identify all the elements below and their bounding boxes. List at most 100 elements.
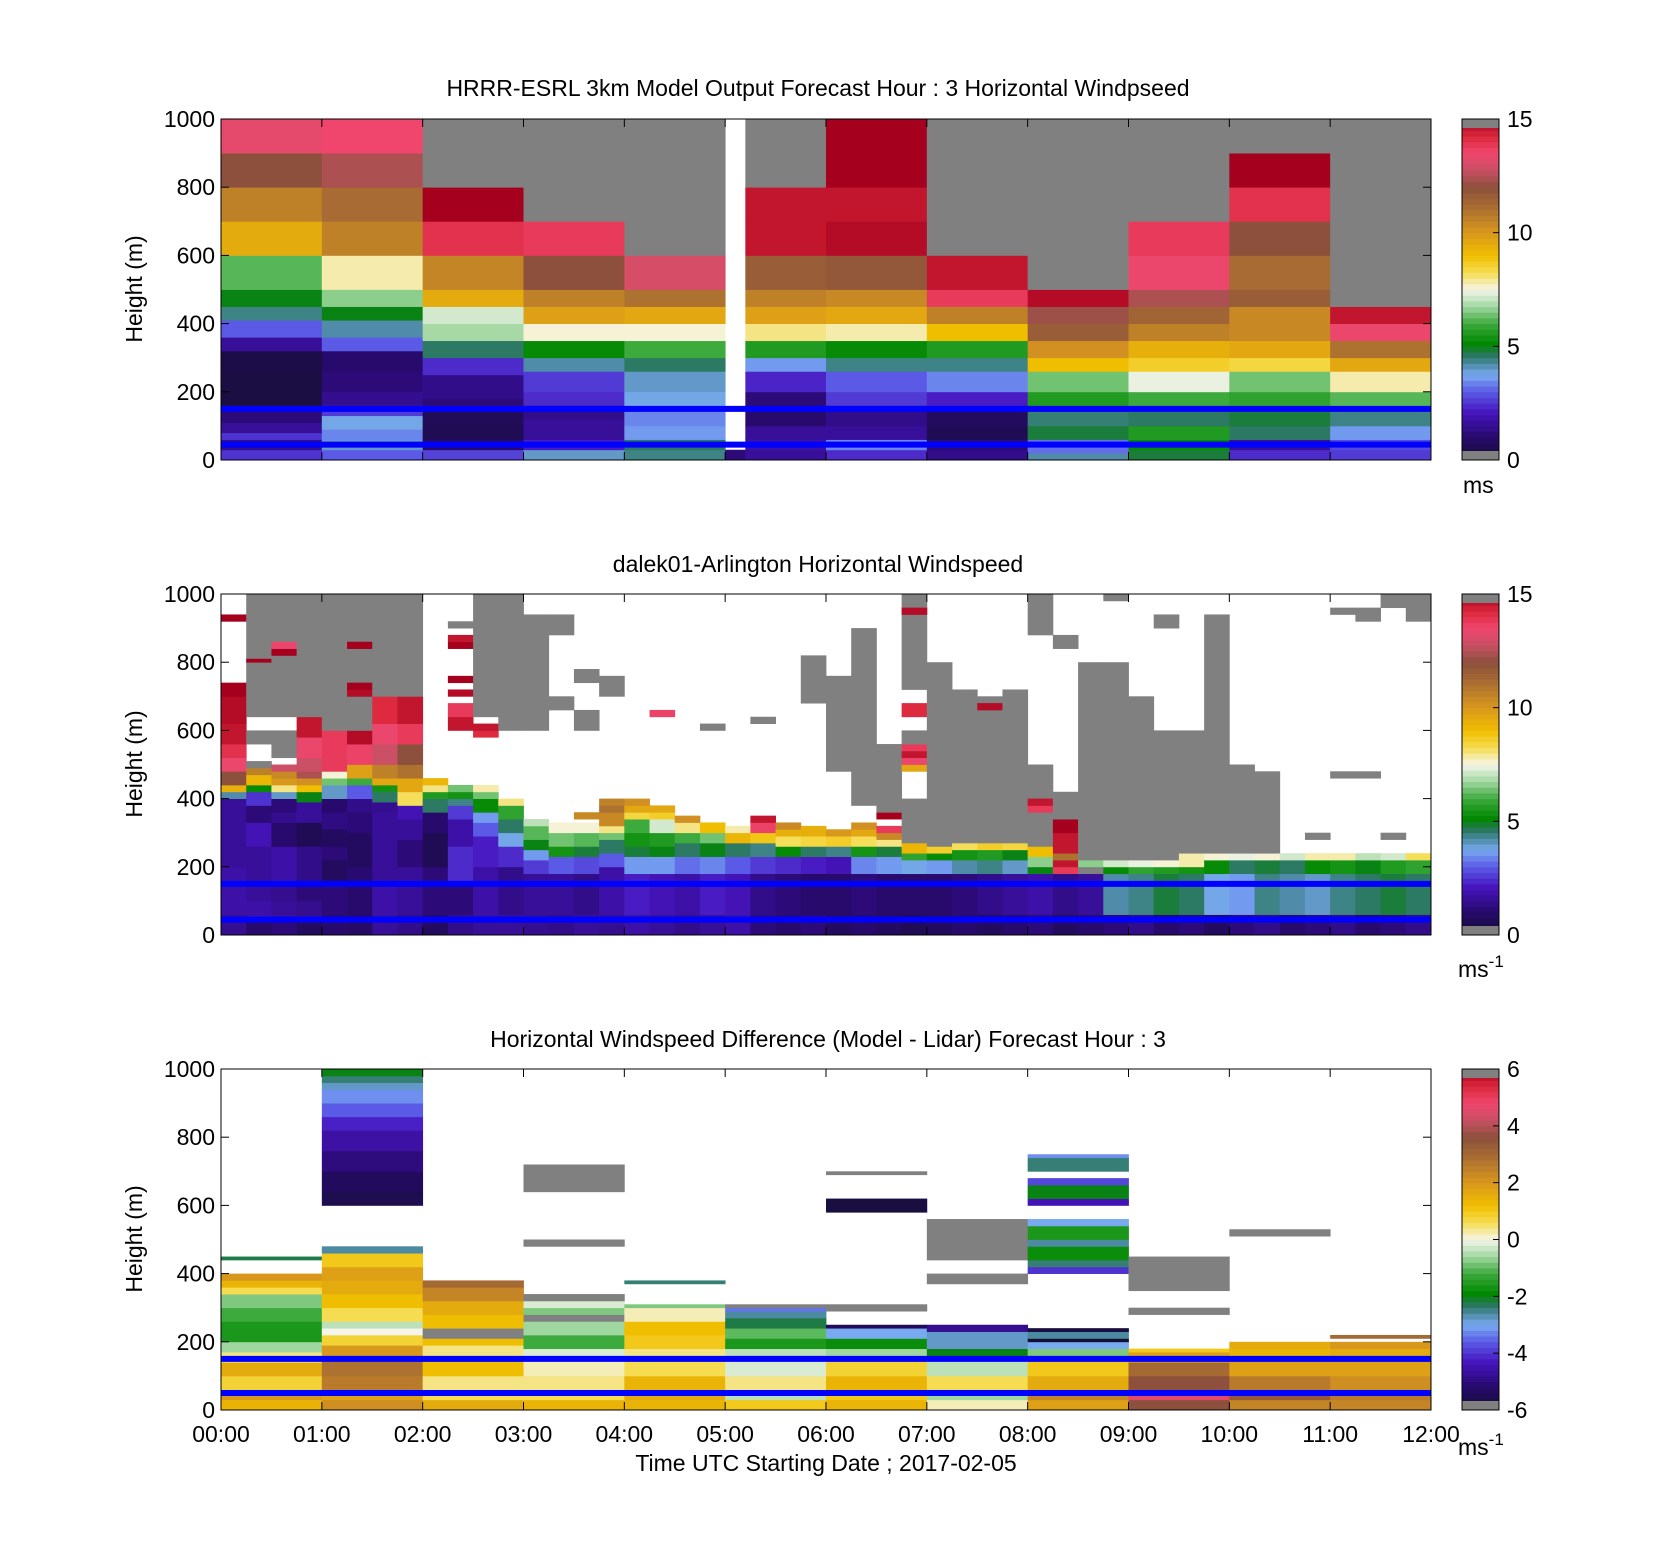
panel-model-colorbar-segment — [1462, 306, 1499, 313]
panel-model-cell — [745, 187, 827, 222]
panel-lidar-cell — [321, 859, 348, 881]
panel-difference-cell — [523, 1239, 625, 1247]
panel-lidar-cell — [1078, 859, 1104, 868]
panel-lidar-cell — [271, 921, 298, 936]
panel-difference-cell — [1027, 1328, 1129, 1332]
panel-model-cell — [422, 221, 524, 256]
panel-difference-cell — [321, 1075, 424, 1084]
panel-lidar-cell — [397, 594, 424, 697]
panel-lidar-colorbar-segment — [1462, 758, 1499, 765]
panel-lidar-cell — [977, 703, 1003, 711]
panel-lidar-cell — [422, 812, 449, 834]
panel-lidar-cell — [498, 846, 524, 868]
panel-model-colorbar-segment — [1462, 215, 1499, 222]
panel-lidar-cell — [800, 846, 827, 857]
panel-lidar-colorbar-segment — [1462, 633, 1499, 640]
panel-difference-cell — [1229, 1229, 1331, 1237]
panel-lidar-colorbar-segment — [1462, 849, 1499, 856]
panel-lidar-colorbar-segment — [1462, 713, 1499, 720]
panel-lidar-cell — [447, 703, 474, 718]
panel-lidar-cell — [498, 866, 524, 915]
panel-difference-cell — [1027, 1358, 1129, 1377]
panel-model-x-ticks — [220, 119, 1432, 460]
panel-lidar-cell — [347, 689, 373, 697]
panel-difference-cell — [422, 1287, 524, 1302]
panel-lidar-cell — [1405, 859, 1432, 875]
panel-lidar-colorbar-segment — [1462, 662, 1499, 669]
panel-difference-cell — [926, 1399, 1029, 1411]
panel-model-cell — [1330, 323, 1432, 342]
panel-difference-x-tick-label: 01:00 — [293, 1421, 351, 1447]
panel-lidar-y-tick-label: 800 — [177, 649, 215, 675]
panel-lidar-y-tick-label: 0 — [202, 922, 215, 948]
panel-difference-colorbar-segment — [1462, 1171, 1499, 1178]
panel-difference-cell — [1229, 1341, 1331, 1350]
panel-lidar-cell — [523, 859, 550, 875]
panel-lidar-colorbar-segment — [1462, 616, 1499, 623]
panel-lidar-colorbar-segment — [1462, 787, 1499, 794]
panel-lidar-cell — [826, 856, 852, 875]
panel-difference-cell — [826, 1324, 928, 1329]
panel-lidar-cell — [1355, 853, 1381, 861]
panel-lidar-cell — [372, 784, 398, 793]
panel-difference-cell — [1027, 1331, 1129, 1339]
panel-difference-colorbar-segment — [1462, 1137, 1499, 1144]
panel-lidar-cell — [447, 798, 474, 806]
panel-difference-cell — [523, 1375, 625, 1390]
panel-lidar-cell — [221, 744, 247, 759]
panel-model-reference-lines — [221, 405, 1431, 448]
panel-lidar-cell — [246, 730, 272, 745]
panel-lidar-colorbar-segment — [1462, 821, 1499, 828]
panel-lidar-cell — [246, 767, 272, 776]
panel-difference-cell — [321, 1334, 424, 1346]
panel-difference-cell — [926, 1273, 1029, 1285]
panel-lidar-cell — [699, 723, 726, 731]
panel-model-colorbar-segment — [1462, 226, 1499, 234]
panel-lidar-cell — [296, 921, 323, 936]
panel-lidar-colorbar-segment — [1462, 707, 1499, 714]
panel-difference-cell — [422, 1358, 524, 1377]
panel-lidar-cell — [447, 805, 474, 820]
panel-lidar-cell — [1330, 607, 1356, 615]
panel-lidar-cell — [1002, 849, 1029, 861]
panel-lidar-colorbar-segment — [1462, 719, 1499, 726]
panel-lidar-cell — [397, 791, 424, 806]
panel-difference-cell — [1229, 1358, 1331, 1377]
panel-lidar-cell — [1330, 853, 1356, 861]
panel-model-colorbar-segment — [1462, 340, 1499, 347]
panel-lidar-colorbar-unit: ms-1 — [1458, 952, 1504, 982]
panel-difference-colorbar-segment — [1462, 1302, 1499, 1309]
panel-model-colorbar-segment — [1462, 323, 1499, 330]
panel-lidar-cell — [498, 798, 524, 806]
panel-lidar-colorbar-segment — [1462, 628, 1499, 635]
panel-lidar-cell — [397, 839, 424, 868]
panel-difference-cell — [826, 1304, 928, 1312]
panel-lidar-cell — [321, 778, 348, 786]
panel-lidar-cell — [1304, 859, 1331, 875]
panel-model-cell — [624, 340, 726, 359]
panel-model-cell — [221, 371, 323, 393]
panel-difference-cell — [926, 1219, 1029, 1261]
panel-difference-cell — [624, 1348, 726, 1360]
panel-lidar-colorbar-segment — [1462, 895, 1499, 902]
panel-difference-cell — [826, 1358, 928, 1377]
panel-difference-cell — [321, 1266, 424, 1281]
panel-difference-cell — [1027, 1399, 1129, 1411]
panel-difference-x-tick-label: 07:00 — [898, 1421, 956, 1447]
panel-model-y-tick-label: 0 — [202, 447, 215, 473]
panel-model-cell — [624, 408, 726, 427]
panel-lidar-cell — [447, 675, 474, 684]
panel-lidar-cell — [447, 846, 474, 881]
panel-difference-colorbar-tick-label: 4 — [1507, 1113, 1520, 1139]
panel-lidar-colorbar-unit-base: ms — [1458, 956, 1489, 982]
panel-lidar-colorbar-segment — [1462, 679, 1499, 686]
panel-lidar-cell — [699, 822, 726, 834]
panel-model-cell — [926, 340, 1029, 359]
panel-difference-cell — [1128, 1362, 1230, 1377]
panel-lidar-cell — [422, 798, 449, 813]
panel-difference-cell — [321, 1375, 424, 1390]
panel-model-colorbar-segment — [1462, 238, 1499, 245]
panel-model-cell — [624, 449, 726, 461]
panel-lidar-cell — [271, 764, 298, 772]
